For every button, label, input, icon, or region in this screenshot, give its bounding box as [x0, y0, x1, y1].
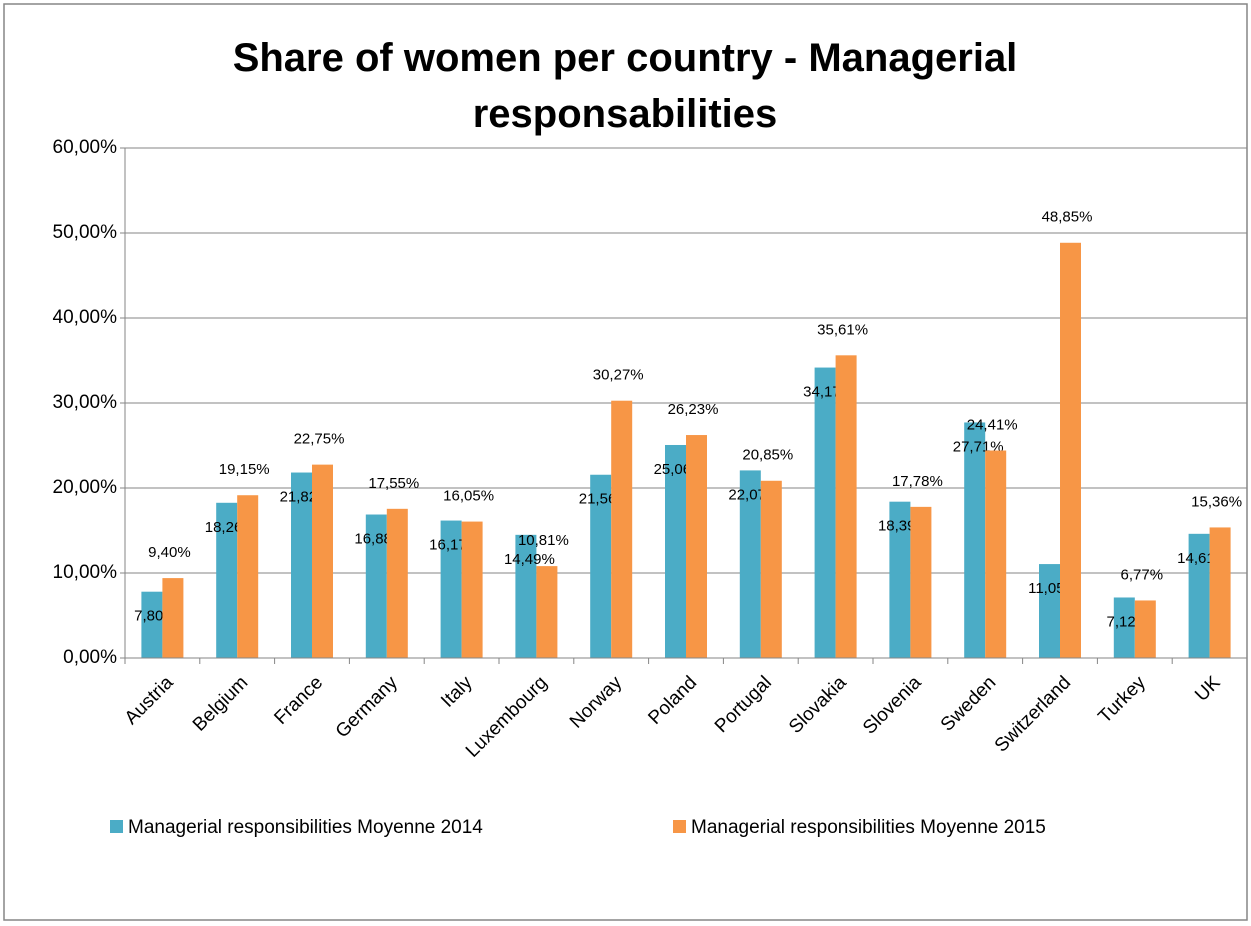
bar	[237, 495, 259, 658]
bar	[686, 435, 707, 658]
legend-swatch	[673, 820, 686, 833]
data-label: 35,61%	[817, 321, 868, 338]
data-label: 48,85%	[1042, 209, 1093, 226]
legend-swatch	[110, 820, 123, 833]
bar	[312, 464, 333, 658]
data-label: 24,41%	[967, 416, 1018, 433]
data-label: 14,49%	[504, 551, 555, 568]
bar	[985, 450, 1007, 658]
bar	[611, 400, 633, 658]
bar	[1060, 242, 1081, 658]
chart-title: Share of women per country - Managerial …	[232, 36, 1018, 136]
bar	[440, 520, 462, 658]
data-label: 26,23%	[668, 401, 719, 418]
legend-label: Managerial responsibilities Moyenne 2014	[128, 817, 483, 838]
data-label: 20,85%	[742, 447, 793, 464]
y-tick-label: 40,00%	[53, 307, 118, 328]
bar	[365, 514, 387, 658]
data-label: 30,27%	[593, 367, 644, 384]
y-tick-label: 20,00%	[53, 477, 118, 498]
y-tick-label: 30,00%	[53, 392, 118, 413]
data-label: 17,78%	[892, 473, 943, 490]
bar	[814, 367, 836, 658]
bar	[910, 506, 932, 658]
bar	[515, 534, 537, 658]
bar	[1188, 533, 1210, 658]
bar	[141, 591, 163, 658]
bar	[964, 422, 986, 658]
data-label: 6,77%	[1121, 566, 1164, 583]
y-tick-label: 10,00%	[53, 562, 118, 583]
bar	[216, 502, 238, 658]
y-tick-label: 0,00%	[63, 647, 117, 668]
bar	[162, 578, 184, 658]
bar	[590, 474, 612, 658]
data-label: 19,15%	[219, 461, 270, 478]
bar	[889, 501, 911, 658]
data-label: 9,40%	[148, 544, 191, 561]
data-label: 16,05%	[443, 488, 494, 505]
bar	[1209, 527, 1231, 658]
data-label: 17,55%	[368, 475, 419, 492]
bar	[665, 444, 686, 658]
bar	[739, 470, 761, 658]
y-tick-label: 60,00%	[53, 137, 118, 158]
bar	[760, 480, 782, 658]
bar	[1113, 597, 1135, 658]
data-label: 10,81%	[518, 532, 569, 549]
bar	[386, 508, 408, 658]
data-label: 22,75%	[294, 431, 345, 448]
bar	[1039, 564, 1060, 658]
data-label: 15,36%	[1191, 493, 1242, 510]
bar	[835, 355, 857, 658]
bar	[291, 472, 312, 658]
y-tick-label: 50,00%	[53, 222, 118, 243]
legend-label: Managerial responsibilities Moyenne 2015	[691, 817, 1046, 838]
bar	[461, 521, 483, 658]
bar	[536, 566, 558, 658]
bar	[1134, 600, 1156, 658]
